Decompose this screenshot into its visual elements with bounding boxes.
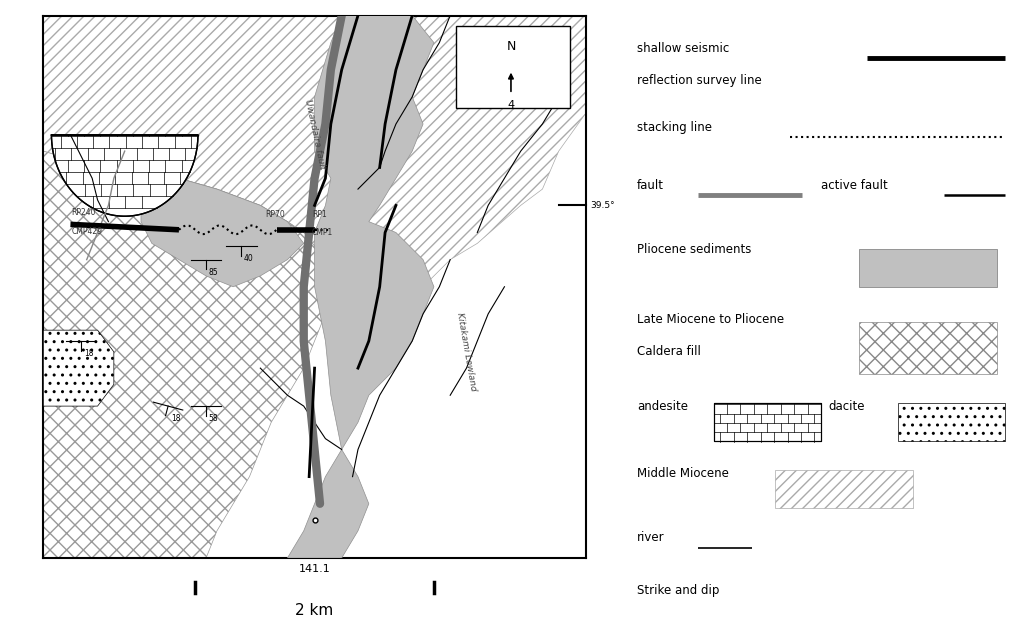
Polygon shape <box>287 16 434 558</box>
Text: Middle Miocene: Middle Miocene <box>636 467 728 481</box>
Text: 18: 18 <box>84 349 93 358</box>
Text: Caldera fill: Caldera fill <box>636 345 701 358</box>
Bar <box>775 470 914 508</box>
Bar <box>714 403 820 441</box>
Text: RP240: RP240 <box>72 208 96 217</box>
Bar <box>898 403 1005 441</box>
Text: Uwandaira fault: Uwandaira fault <box>303 99 326 170</box>
Text: CMP429: CMP429 <box>72 226 102 236</box>
Text: 85: 85 <box>209 268 218 277</box>
Text: fault: fault <box>636 179 664 192</box>
Text: active fault: active fault <box>820 179 888 192</box>
Bar <box>859 249 997 286</box>
Text: Kitakami Lowland: Kitakami Lowland <box>455 312 478 392</box>
Text: Late Miocene to Pliocene: Late Miocene to Pliocene <box>636 313 784 326</box>
Text: 18: 18 <box>171 414 180 423</box>
Text: 39.5°: 39.5° <box>590 201 615 210</box>
Text: RP1: RP1 <box>312 210 326 219</box>
Text: N: N <box>506 40 516 53</box>
Polygon shape <box>43 16 586 341</box>
Text: andesite: andesite <box>636 401 687 414</box>
Text: stacking line: stacking line <box>636 120 712 133</box>
Text: 4: 4 <box>507 100 515 110</box>
Text: CMP1: CMP1 <box>312 228 333 237</box>
Polygon shape <box>43 330 114 406</box>
Text: Pliocene sediments: Pliocene sediments <box>636 243 751 256</box>
Text: 58: 58 <box>209 414 218 423</box>
Text: river: river <box>636 531 665 544</box>
Polygon shape <box>43 151 342 558</box>
FancyBboxPatch shape <box>455 26 570 108</box>
Polygon shape <box>141 179 304 286</box>
Bar <box>859 322 997 374</box>
Text: reflection survey line: reflection survey line <box>636 74 761 87</box>
Text: 40: 40 <box>244 254 254 264</box>
Text: RP70: RP70 <box>266 210 285 219</box>
Text: dacite: dacite <box>829 401 865 414</box>
Text: 141.1: 141.1 <box>299 564 330 574</box>
Text: Strike and dip: Strike and dip <box>636 584 719 597</box>
Text: 2 km: 2 km <box>296 603 333 618</box>
Polygon shape <box>51 135 197 216</box>
Text: shallow seismic: shallow seismic <box>636 42 729 55</box>
Bar <box>714 403 820 441</box>
